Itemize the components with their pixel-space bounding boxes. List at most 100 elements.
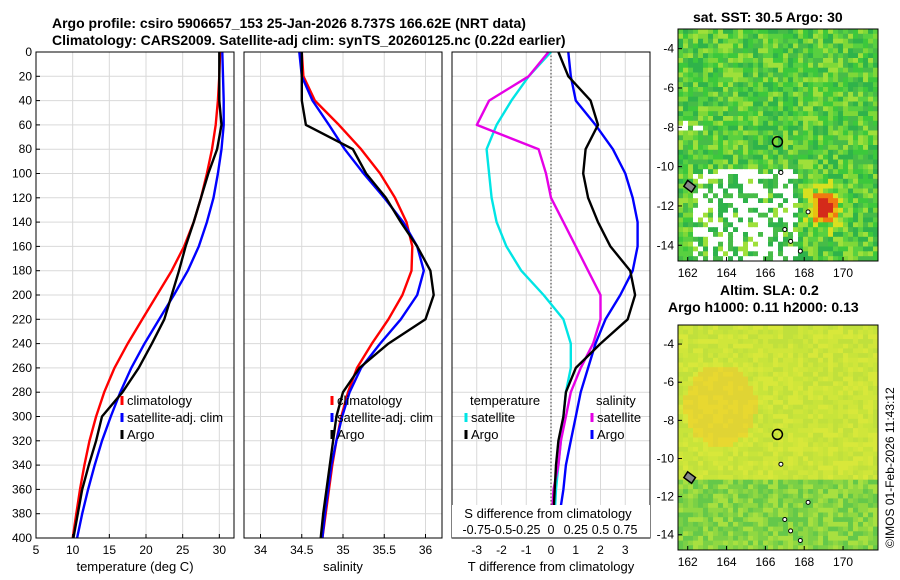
- map-cell: [858, 475, 864, 481]
- map-cell: [773, 96, 779, 103]
- map-cell: [808, 479, 814, 485]
- map-cell: [828, 409, 834, 415]
- map-cell: [788, 334, 794, 340]
- map-cell: [863, 82, 869, 88]
- map-cell: [798, 367, 804, 373]
- map-cell: [773, 33, 779, 40]
- map-cell: [848, 428, 854, 434]
- map-cell: [703, 460, 709, 467]
- map-cell: [768, 432, 774, 439]
- map-cell: [818, 456, 824, 462]
- map-cell: [708, 106, 714, 112]
- map-cell: [823, 376, 829, 382]
- map-cell: [818, 409, 824, 415]
- map-cell: [773, 353, 779, 359]
- map-cell: [738, 395, 744, 401]
- map-cell: [823, 130, 829, 136]
- map-cell: [718, 381, 724, 387]
- map-cell: [853, 159, 859, 165]
- map-cell: [748, 348, 754, 354]
- map-cell: [713, 169, 719, 175]
- map-cell: [773, 82, 779, 88]
- map-cell: [733, 91, 739, 98]
- map-cell: [768, 456, 774, 462]
- map-cell: [798, 400, 804, 406]
- map-cell: [763, 334, 769, 340]
- map-cell: [838, 246, 844, 252]
- map-cell: [713, 159, 719, 165]
- map-cell: [788, 227, 794, 233]
- map-cell: [838, 58, 844, 64]
- map-cell: [743, 493, 749, 500]
- map-cell: [678, 38, 684, 45]
- map-cell: [718, 521, 724, 528]
- map-cell: [838, 475, 844, 481]
- map-cell: [773, 164, 779, 170]
- map-cell: [738, 159, 744, 165]
- map-cell: [713, 203, 719, 209]
- map-cell: [868, 526, 874, 532]
- map-cell: [828, 367, 834, 373]
- map-cell: [708, 479, 714, 485]
- map-cell: [838, 353, 844, 359]
- map-cell: [738, 517, 744, 523]
- map-cell: [853, 428, 859, 434]
- map-cell: [723, 236, 729, 243]
- map-cell: [678, 178, 684, 185]
- map-cell: [743, 535, 749, 542]
- map-cell: [718, 96, 724, 103]
- map-cell: [768, 193, 774, 199]
- map-cell: [793, 428, 799, 434]
- map-cell: [743, 72, 749, 78]
- map-cell: [798, 91, 804, 98]
- map-cell: [678, 101, 684, 107]
- map-cell: [758, 67, 764, 74]
- map-cell: [728, 241, 734, 248]
- map-cell: [818, 164, 824, 170]
- map-cell: [813, 348, 819, 354]
- map-cell: [698, 451, 704, 457]
- map-cell: [763, 130, 769, 136]
- map-cell: [733, 140, 739, 146]
- map-cell: [838, 400, 844, 406]
- map-cell: [823, 371, 829, 378]
- map-cell: [733, 329, 739, 335]
- map-cell: [678, 145, 684, 151]
- map-cell: [798, 353, 804, 359]
- map-cell: [868, 217, 874, 223]
- map-cell: [773, 470, 779, 476]
- map-cell: [858, 116, 864, 122]
- map-cell: [853, 475, 859, 481]
- map-cell: [773, 404, 779, 410]
- map-cell: [793, 159, 799, 165]
- map-cell: [778, 154, 784, 161]
- map-cell: [798, 62, 804, 69]
- map-cell: [793, 446, 799, 453]
- map-cell: [763, 400, 769, 406]
- map-cell: [743, 371, 749, 378]
- map-cell: [758, 183, 764, 190]
- map-cell: [698, 385, 704, 392]
- map-cell: [838, 217, 844, 223]
- map-cell: [788, 222, 794, 228]
- map-cell: [843, 325, 849, 331]
- map-cell: [733, 120, 739, 127]
- map-cell: [873, 29, 878, 35]
- map-cell: [783, 493, 789, 500]
- map-cell: [778, 58, 784, 64]
- map-cell: [803, 367, 809, 373]
- map-cell: [713, 58, 719, 64]
- map-cell: [718, 67, 724, 74]
- x-tick-label: 30: [213, 543, 227, 557]
- map-cell: [803, 106, 809, 112]
- map-cell: [828, 67, 834, 74]
- map-cell: [838, 212, 844, 219]
- map-cell: [868, 169, 874, 175]
- map-cell: [868, 498, 874, 504]
- map-cell: [808, 414, 814, 420]
- map-cell: [778, 475, 784, 481]
- map-cell: [823, 442, 829, 448]
- map-cell: [873, 87, 878, 93]
- map-cell: [703, 256, 709, 261]
- map-cell: [873, 154, 878, 161]
